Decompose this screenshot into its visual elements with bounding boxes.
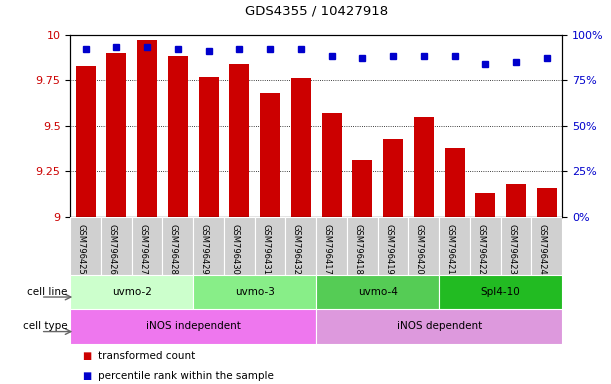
Bar (470, 217, 500, 275)
Text: GDS4355 / 10427918: GDS4355 / 10427918 (244, 4, 388, 17)
Bar (70, 309, 316, 344)
Text: GSM796422: GSM796422 (476, 224, 485, 275)
Text: GSM796431: GSM796431 (261, 224, 270, 275)
Bar (316, 275, 439, 309)
Bar (316, 217, 347, 275)
Bar (291, 78, 311, 217)
Text: GSM796428: GSM796428 (169, 224, 178, 275)
Bar (199, 76, 219, 217)
Text: GSM796424: GSM796424 (538, 224, 547, 275)
Text: ■: ■ (82, 351, 92, 361)
Text: GSM796429: GSM796429 (200, 224, 208, 275)
Bar (321, 113, 342, 217)
Bar (163, 217, 193, 275)
Text: GSM796417: GSM796417 (323, 224, 332, 275)
Text: GSM796421: GSM796421 (445, 224, 455, 275)
Bar (193, 217, 224, 275)
Bar (76, 66, 96, 217)
Bar (408, 217, 439, 275)
Bar (285, 217, 316, 275)
Text: transformed count: transformed count (98, 351, 195, 361)
Text: GSM796425: GSM796425 (76, 224, 86, 275)
Text: percentile rank within the sample: percentile rank within the sample (98, 371, 274, 381)
Bar (70, 275, 193, 309)
Bar (445, 147, 464, 217)
Text: Spl4-10: Spl4-10 (481, 287, 521, 297)
Bar (414, 117, 434, 217)
Bar (383, 139, 403, 217)
Bar (475, 193, 496, 217)
Bar (224, 217, 255, 275)
Text: ■: ■ (82, 371, 92, 381)
Text: iNOS dependent: iNOS dependent (397, 321, 482, 331)
Bar (316, 309, 562, 344)
Text: GSM796427: GSM796427 (138, 224, 147, 275)
Text: GSM796430: GSM796430 (230, 224, 240, 275)
Bar (506, 184, 526, 217)
Bar (193, 275, 316, 309)
Text: GSM796426: GSM796426 (108, 224, 116, 275)
Bar (532, 217, 562, 275)
Bar (255, 217, 285, 275)
Bar (353, 161, 372, 217)
Bar (70, 217, 101, 275)
Text: iNOS independent: iNOS independent (146, 321, 241, 331)
Bar (137, 40, 157, 217)
Text: cell type: cell type (23, 321, 67, 331)
Text: GSM796420: GSM796420 (415, 224, 424, 275)
Text: GSM796419: GSM796419 (384, 224, 393, 275)
Bar (229, 64, 249, 217)
Text: GSM796432: GSM796432 (292, 224, 301, 275)
Bar (132, 217, 163, 275)
Bar (347, 217, 378, 275)
Text: cell line: cell line (27, 287, 67, 297)
Text: GSM796423: GSM796423 (507, 224, 516, 275)
Bar (378, 217, 408, 275)
Text: uvmo-4: uvmo-4 (357, 287, 398, 297)
Bar (260, 93, 280, 217)
Bar (106, 53, 126, 217)
Bar (439, 217, 470, 275)
Bar (101, 217, 132, 275)
Bar (439, 275, 562, 309)
Text: uvmo-3: uvmo-3 (235, 287, 275, 297)
Text: GSM796418: GSM796418 (353, 224, 362, 275)
Bar (168, 56, 188, 217)
Bar (500, 217, 532, 275)
Text: uvmo-2: uvmo-2 (112, 287, 152, 297)
Bar (536, 188, 557, 217)
